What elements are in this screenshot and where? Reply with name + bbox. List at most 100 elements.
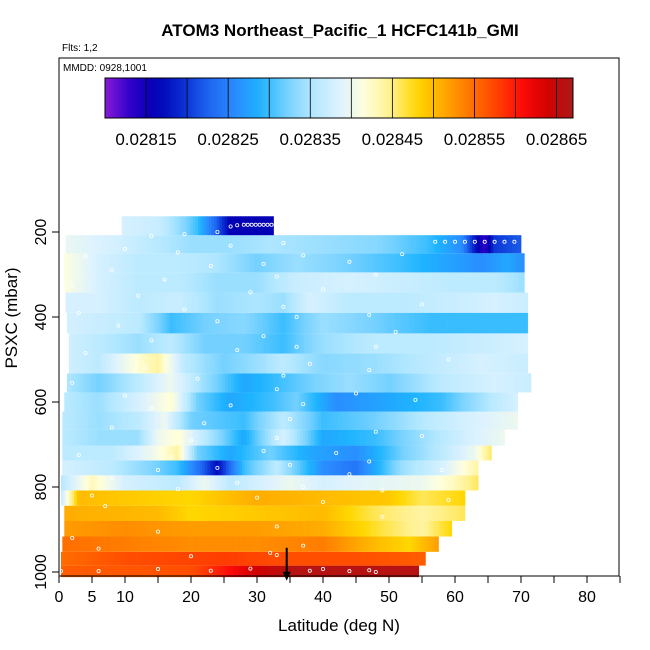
heatmap-cell [439, 521, 443, 537]
heatmap-cell [323, 253, 326, 273]
heatmap-cell [394, 505, 398, 521]
heatmap-cell [231, 235, 235, 254]
heatmap-cell [295, 353, 299, 374]
heatmap-cell [285, 490, 289, 506]
heatmap-cell [172, 272, 176, 293]
heatmap-cell [518, 253, 522, 273]
heatmap-cell [431, 312, 435, 334]
heatmap-cell [421, 445, 425, 461]
heatmap-cell [225, 536, 229, 552]
heatmap-cell [212, 312, 216, 334]
heatmap-cell [211, 565, 215, 578]
heatmap-cell [458, 235, 462, 254]
heatmap-cell [359, 272, 363, 293]
heatmap-cell [135, 373, 139, 393]
heatmap-cell [150, 475, 154, 491]
heatmap-cell [106, 505, 110, 521]
heatmap-cell [356, 551, 360, 566]
heatmap-cell [482, 292, 486, 313]
heatmap-cell [316, 235, 320, 254]
heatmap-cell [145, 475, 149, 491]
heatmap-cell [140, 253, 144, 273]
heatmap-cell [328, 445, 332, 461]
heatmap-cell [88, 505, 92, 521]
heatmap-cell [173, 445, 177, 461]
heatmap-cell [317, 272, 321, 293]
heatmap-cell [390, 292, 394, 313]
heatmap-cell [249, 392, 253, 412]
heatmap-cell [74, 373, 78, 393]
heatmap-cell [264, 216, 268, 236]
heatmap-cell [408, 292, 412, 313]
heatmap-cell [521, 272, 524, 293]
heatmap-cell [212, 253, 216, 273]
heatmap-cell [346, 475, 350, 491]
heatmap-cell [387, 429, 391, 446]
heatmap-cell [217, 521, 221, 537]
heatmap-cell [244, 411, 248, 430]
heatmap-cell [496, 353, 500, 374]
heatmap-cell [188, 272, 192, 293]
heatmap-cell [156, 521, 160, 537]
heatmap-cell [375, 373, 379, 393]
heatmap-cell [396, 505, 400, 521]
heatmap-cell [105, 490, 109, 506]
heatmap-cell [481, 253, 485, 273]
heatmap-cell [510, 392, 514, 412]
heatmap-cell [310, 411, 314, 430]
heatmap-cell [179, 333, 183, 354]
heatmap-cell [202, 235, 206, 254]
heatmap-cell [468, 272, 472, 293]
heatmap-cell [74, 505, 78, 521]
heatmap-cell [352, 253, 356, 273]
heatmap-cell [167, 460, 171, 476]
heatmap-cell [416, 445, 420, 461]
heatmap-cell [338, 333, 342, 354]
heatmap-cell [340, 475, 344, 491]
heatmap-cell [95, 373, 99, 393]
heatmap-cell [227, 353, 231, 374]
heatmap-cell [336, 312, 340, 334]
heatmap-cell [126, 565, 130, 578]
heatmap-cell [476, 272, 480, 293]
heatmap-cell [456, 235, 460, 254]
heatmap-cell [365, 460, 369, 476]
observation-point [307, 568, 312, 573]
heatmap-cell [181, 429, 185, 446]
heatmap-cell [245, 353, 249, 374]
heatmap-cell [319, 353, 323, 374]
heatmap-cell [98, 312, 102, 334]
heatmap-cell [320, 272, 324, 293]
heatmap-cell [323, 445, 327, 461]
heatmap-cell [491, 353, 495, 374]
heatmap-cell [309, 272, 313, 293]
heatmap-cell [362, 505, 366, 521]
heatmap-cell [177, 490, 181, 506]
heatmap-cell [289, 536, 293, 552]
heatmap-cell [254, 373, 258, 393]
heatmap-cell [200, 353, 204, 374]
heatmap-cell [251, 505, 255, 521]
heatmap-cell [401, 565, 405, 578]
y-tick-label: 800 [33, 474, 50, 501]
observation-point [149, 338, 154, 343]
heatmap-cell [86, 292, 90, 313]
heatmap-cell [396, 312, 400, 334]
heatmap-cell [71, 551, 75, 566]
heatmap-cell [161, 521, 165, 537]
heatmap-cell [175, 521, 179, 537]
heatmap-cell [120, 411, 124, 430]
heatmap-cell [311, 235, 315, 254]
heatmap-cell [198, 312, 202, 334]
heatmap-cell [88, 460, 92, 476]
heatmap-cell [286, 505, 290, 521]
heatmap-cell [400, 235, 404, 254]
heatmap-cell [466, 235, 470, 254]
heatmap-cell [373, 253, 377, 273]
heatmap-cell [361, 353, 365, 374]
heatmap-cell [330, 490, 334, 506]
heatmap-cell [203, 565, 207, 578]
heatmap-cell [335, 475, 339, 491]
heatmap-cell [459, 475, 463, 491]
heatmap-cell [470, 333, 474, 354]
